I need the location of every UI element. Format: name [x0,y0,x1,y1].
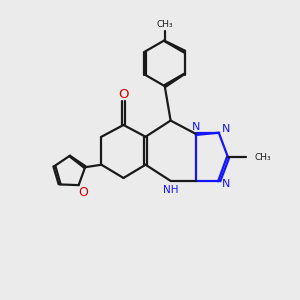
Text: N: N [221,179,230,189]
Text: CH₃: CH₃ [156,20,173,29]
Text: O: O [78,186,88,199]
Text: N: N [191,122,200,132]
Text: NH: NH [163,185,178,195]
Text: N: N [221,124,230,134]
Text: CH₃: CH₃ [254,153,271,162]
Text: O: O [118,88,129,101]
